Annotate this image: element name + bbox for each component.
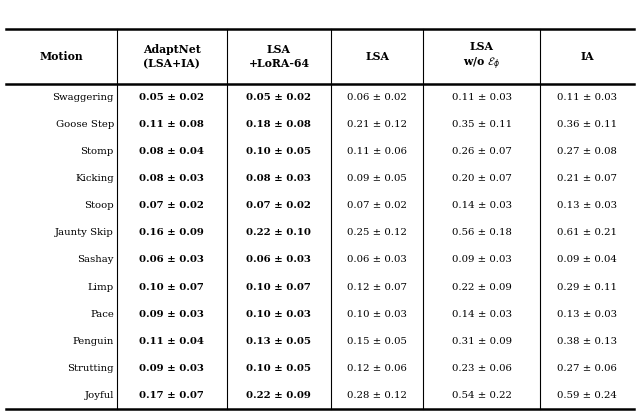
Text: AdaptNet
(LSA+IA): AdaptNet (LSA+IA) — [143, 44, 200, 69]
Text: Sashay: Sashay — [77, 256, 114, 264]
Text: 0.22 ± 0.10: 0.22 ± 0.10 — [246, 228, 311, 237]
Text: 0.28 ± 0.12: 0.28 ± 0.12 — [348, 391, 407, 400]
Text: Penguin: Penguin — [72, 337, 114, 346]
Text: 0.10 ± 0.07: 0.10 ± 0.07 — [139, 282, 204, 292]
Text: 0.38 ± 0.13: 0.38 ± 0.13 — [557, 337, 617, 346]
Text: 0.07 ± 0.02: 0.07 ± 0.02 — [246, 201, 311, 210]
Text: 0.06 ± 0.03: 0.06 ± 0.03 — [139, 256, 204, 264]
Text: 0.07 ± 0.02: 0.07 ± 0.02 — [139, 201, 204, 210]
Text: Jaunty Skip: Jaunty Skip — [55, 228, 114, 237]
Text: 0.61 ± 0.21: 0.61 ± 0.21 — [557, 228, 617, 237]
Text: 0.15 ± 0.05: 0.15 ± 0.05 — [348, 337, 407, 346]
Text: 0.05 ± 0.02: 0.05 ± 0.02 — [139, 93, 204, 102]
Text: 0.36 ± 0.11: 0.36 ± 0.11 — [557, 120, 617, 129]
Text: 0.12 ± 0.06: 0.12 ± 0.06 — [348, 364, 407, 373]
Text: 0.10 ± 0.07: 0.10 ± 0.07 — [246, 282, 311, 292]
Text: 0.21 ± 0.07: 0.21 ± 0.07 — [557, 174, 617, 183]
Text: 0.13 ± 0.03: 0.13 ± 0.03 — [557, 310, 617, 318]
Text: 0.17 ± 0.07: 0.17 ± 0.07 — [139, 391, 204, 400]
Text: 0.07 ± 0.02: 0.07 ± 0.02 — [348, 201, 407, 210]
Text: 0.11 ± 0.06: 0.11 ± 0.06 — [347, 147, 407, 156]
Text: 0.35 ± 0.11: 0.35 ± 0.11 — [452, 120, 512, 129]
Text: 0.21 ± 0.12: 0.21 ± 0.12 — [347, 120, 407, 129]
Text: 0.09 ± 0.03: 0.09 ± 0.03 — [139, 364, 204, 373]
Text: 0.13 ± 0.03: 0.13 ± 0.03 — [557, 201, 617, 210]
Text: Joyful: Joyful — [84, 391, 114, 400]
Text: 0.59 ± 0.24: 0.59 ± 0.24 — [557, 391, 617, 400]
Text: 0.56 ± 0.18: 0.56 ± 0.18 — [452, 228, 511, 237]
Text: 0.20 ± 0.07: 0.20 ± 0.07 — [452, 174, 511, 183]
Text: 0.06 ± 0.03: 0.06 ± 0.03 — [348, 256, 407, 264]
Text: Pace: Pace — [90, 310, 114, 318]
Text: 0.16 ± 0.09: 0.16 ± 0.09 — [139, 228, 204, 237]
Text: 0.27 ± 0.06: 0.27 ± 0.06 — [557, 364, 617, 373]
Text: 0.08 ± 0.04: 0.08 ± 0.04 — [139, 147, 204, 156]
Text: 0.06 ± 0.02: 0.06 ± 0.02 — [348, 93, 407, 102]
Text: 0.10 ± 0.05: 0.10 ± 0.05 — [246, 147, 312, 156]
Text: 0.26 ± 0.07: 0.26 ± 0.07 — [452, 147, 511, 156]
Text: 0.11 ± 0.04: 0.11 ± 0.04 — [139, 337, 204, 346]
Text: 0.09 ± 0.04: 0.09 ± 0.04 — [557, 256, 617, 264]
Text: 0.11 ± 0.03: 0.11 ± 0.03 — [452, 93, 512, 102]
Text: Stomp: Stomp — [81, 147, 114, 156]
Text: 0.14 ± 0.03: 0.14 ± 0.03 — [452, 201, 512, 210]
Text: 0.13 ± 0.05: 0.13 ± 0.05 — [246, 337, 312, 346]
Text: 0.18 ± 0.08: 0.18 ± 0.08 — [246, 120, 311, 129]
Text: LSA: LSA — [365, 51, 389, 62]
Text: 0.08 ± 0.03: 0.08 ± 0.03 — [139, 174, 204, 183]
Text: Stoop: Stoop — [84, 201, 114, 210]
Text: 0.23 ± 0.06: 0.23 ± 0.06 — [452, 364, 511, 373]
Text: 0.09 ± 0.03: 0.09 ± 0.03 — [452, 256, 511, 264]
Text: 0.25 ± 0.12: 0.25 ± 0.12 — [348, 228, 407, 237]
Text: LSA
+LoRA-64: LSA +LoRA-64 — [248, 44, 309, 69]
Text: 0.29 ± 0.11: 0.29 ± 0.11 — [557, 282, 617, 292]
Text: 0.31 ± 0.09: 0.31 ± 0.09 — [452, 337, 511, 346]
Text: Limp: Limp — [88, 282, 114, 292]
Text: 0.11 ± 0.08: 0.11 ± 0.08 — [139, 120, 204, 129]
Text: 0.09 ± 0.05: 0.09 ± 0.05 — [348, 174, 407, 183]
Text: Kicking: Kicking — [76, 174, 114, 183]
Text: 0.22 ± 0.09: 0.22 ± 0.09 — [246, 391, 311, 400]
Text: 0.22 ± 0.09: 0.22 ± 0.09 — [452, 282, 511, 292]
Text: 0.14 ± 0.03: 0.14 ± 0.03 — [452, 310, 512, 318]
Text: 0.09 ± 0.03: 0.09 ± 0.03 — [139, 310, 204, 318]
Text: 0.10 ± 0.05: 0.10 ± 0.05 — [246, 364, 312, 373]
Text: Motion: Motion — [40, 51, 83, 62]
Text: LSA
w/o $\mathcal{E}_{\phi}$: LSA w/o $\mathcal{E}_{\phi}$ — [463, 41, 500, 72]
Text: Goose Step: Goose Step — [56, 120, 114, 129]
Text: Strutting: Strutting — [67, 364, 114, 373]
Text: 0.54 ± 0.22: 0.54 ± 0.22 — [452, 391, 511, 400]
Text: 0.06 ± 0.03: 0.06 ± 0.03 — [246, 256, 311, 264]
Text: 0.08 ± 0.03: 0.08 ± 0.03 — [246, 174, 311, 183]
Text: 0.10 ± 0.03: 0.10 ± 0.03 — [246, 310, 311, 318]
Text: 0.10 ± 0.03: 0.10 ± 0.03 — [347, 310, 407, 318]
Text: 0.12 ± 0.07: 0.12 ± 0.07 — [347, 282, 407, 292]
Text: 0.05 ± 0.02: 0.05 ± 0.02 — [246, 93, 312, 102]
Text: Swaggering: Swaggering — [52, 93, 114, 102]
Text: 0.11 ± 0.03: 0.11 ± 0.03 — [557, 93, 617, 102]
Text: IA: IA — [580, 51, 594, 62]
Text: 0.27 ± 0.08: 0.27 ± 0.08 — [557, 147, 617, 156]
